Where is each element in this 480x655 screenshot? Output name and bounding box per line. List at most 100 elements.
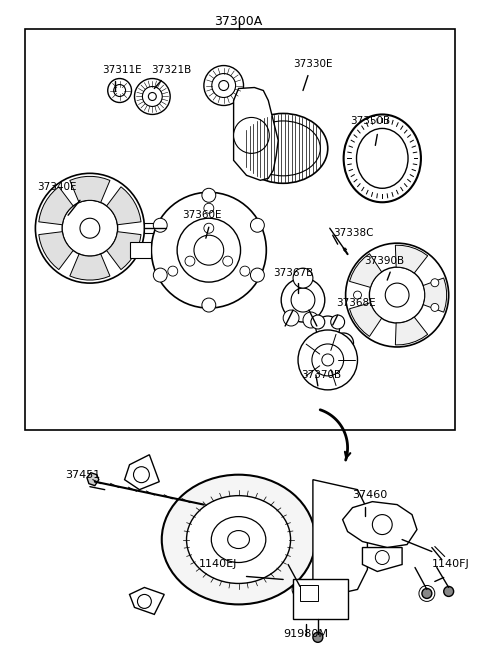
- Circle shape: [251, 218, 264, 233]
- Circle shape: [327, 347, 345, 365]
- Circle shape: [168, 266, 178, 276]
- Text: 1140EJ: 1140EJ: [199, 559, 237, 569]
- Text: 37367B: 37367B: [273, 268, 313, 278]
- Circle shape: [204, 66, 243, 105]
- Circle shape: [312, 344, 344, 376]
- Circle shape: [223, 256, 233, 266]
- Text: 91980M: 91980M: [284, 629, 328, 639]
- Circle shape: [295, 584, 305, 595]
- Text: 37300A: 37300A: [215, 14, 263, 28]
- Circle shape: [133, 467, 149, 483]
- Circle shape: [322, 354, 334, 366]
- Bar: [300, 586, 318, 601]
- Circle shape: [234, 117, 269, 153]
- Polygon shape: [87, 473, 99, 485]
- Text: 37338C: 37338C: [333, 228, 373, 238]
- Ellipse shape: [228, 531, 250, 548]
- Circle shape: [36, 174, 144, 283]
- Circle shape: [334, 333, 354, 353]
- Circle shape: [431, 279, 439, 287]
- Ellipse shape: [187, 496, 290, 584]
- Circle shape: [251, 268, 264, 282]
- Polygon shape: [234, 88, 278, 180]
- Circle shape: [316, 316, 340, 340]
- Text: 37360E: 37360E: [182, 210, 222, 220]
- Circle shape: [370, 267, 425, 323]
- Circle shape: [293, 268, 313, 288]
- Circle shape: [372, 515, 392, 534]
- Ellipse shape: [344, 115, 421, 202]
- Circle shape: [114, 84, 126, 96]
- Ellipse shape: [162, 475, 315, 605]
- Polygon shape: [313, 479, 367, 599]
- Circle shape: [185, 256, 195, 266]
- Circle shape: [385, 283, 409, 307]
- Circle shape: [137, 595, 151, 608]
- Ellipse shape: [246, 121, 320, 176]
- Circle shape: [313, 632, 323, 643]
- Text: 37311E: 37311E: [102, 65, 142, 75]
- Text: 1140FJ: 1140FJ: [432, 559, 469, 569]
- Circle shape: [194, 235, 224, 265]
- Circle shape: [202, 298, 216, 312]
- Circle shape: [298, 330, 358, 390]
- Polygon shape: [130, 588, 164, 614]
- Circle shape: [153, 218, 167, 233]
- Polygon shape: [39, 187, 73, 225]
- Circle shape: [153, 268, 167, 282]
- Ellipse shape: [357, 128, 408, 188]
- Circle shape: [431, 303, 439, 311]
- Polygon shape: [343, 502, 417, 548]
- Circle shape: [151, 193, 266, 308]
- Bar: [144, 223, 166, 233]
- Text: 37321B: 37321B: [151, 65, 192, 75]
- Polygon shape: [396, 245, 428, 273]
- Polygon shape: [70, 254, 110, 280]
- Circle shape: [444, 586, 454, 597]
- Circle shape: [331, 315, 345, 329]
- Polygon shape: [362, 548, 402, 571]
- Circle shape: [204, 203, 214, 214]
- Polygon shape: [39, 232, 73, 270]
- Text: 37350B: 37350B: [350, 117, 391, 126]
- Text: 37340E: 37340E: [37, 182, 77, 193]
- Ellipse shape: [239, 113, 328, 183]
- Text: 37368E: 37368E: [336, 298, 375, 308]
- Text: 37370B: 37370B: [301, 370, 341, 380]
- Circle shape: [212, 73, 236, 98]
- Circle shape: [108, 79, 132, 102]
- Circle shape: [291, 288, 315, 312]
- Circle shape: [303, 312, 319, 328]
- Circle shape: [62, 200, 118, 256]
- Polygon shape: [107, 232, 141, 270]
- Polygon shape: [423, 278, 446, 312]
- Circle shape: [354, 291, 361, 299]
- Circle shape: [202, 188, 216, 202]
- Polygon shape: [70, 176, 110, 202]
- Circle shape: [177, 218, 240, 282]
- Polygon shape: [396, 317, 428, 345]
- Circle shape: [281, 278, 325, 322]
- Circle shape: [143, 86, 162, 107]
- Text: 37451: 37451: [65, 470, 100, 479]
- Bar: [293, 580, 348, 620]
- Circle shape: [80, 218, 100, 238]
- Circle shape: [375, 550, 389, 565]
- Circle shape: [219, 81, 228, 90]
- Circle shape: [283, 310, 299, 326]
- Circle shape: [422, 588, 432, 599]
- Polygon shape: [125, 455, 159, 490]
- Ellipse shape: [211, 517, 266, 563]
- Polygon shape: [107, 187, 141, 225]
- Circle shape: [148, 92, 156, 100]
- Text: 37390B: 37390B: [364, 256, 405, 266]
- Polygon shape: [349, 303, 382, 337]
- Bar: [130, 242, 151, 258]
- Text: 37460: 37460: [352, 490, 388, 500]
- Text: 37330E: 37330E: [293, 58, 333, 69]
- Circle shape: [311, 315, 325, 329]
- Circle shape: [204, 223, 214, 233]
- Polygon shape: [349, 253, 382, 288]
- Circle shape: [346, 243, 449, 347]
- Circle shape: [134, 79, 170, 115]
